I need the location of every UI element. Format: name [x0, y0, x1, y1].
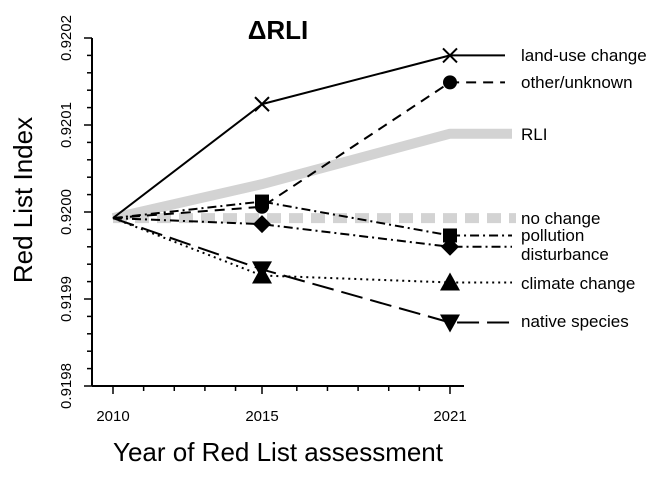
- other-unknown-marker: [443, 75, 457, 90]
- series-line-disturbance: [112, 217, 512, 248]
- series-native-species: [112, 217, 512, 333]
- x-ticks: 2010 2015 2021: [96, 386, 467, 425]
- series-line-other-unknown: [112, 81, 505, 220]
- series-label-climate-change: climate change: [521, 274, 635, 293]
- series-label-other-unknown: other/unknown: [521, 73, 633, 92]
- series-line-climate-change: [112, 217, 512, 284]
- series-line-land-use-change: [112, 54, 505, 219]
- y-tick-label: 0.9200: [58, 189, 75, 235]
- series-label-disturbance: disturbance: [521, 245, 609, 264]
- y-tick-label: 0.9198: [58, 363, 75, 409]
- climate-change-marker: [440, 272, 460, 291]
- y-ticks: 0.9198 0.9199 0.9200 0.9201 0.9202: [58, 15, 92, 409]
- series-label-land-use-change: land-use change: [521, 46, 647, 65]
- land-use-change-marker: [442, 47, 458, 64]
- disturbance-marker: [253, 215, 271, 234]
- x-tick-label: 2010: [96, 408, 129, 425]
- series-disturbance: [112, 215, 512, 256]
- y-tick-label: 0.9199: [58, 276, 75, 322]
- chart-title: ΔRLI: [248, 15, 309, 45]
- native-species-marker: [440, 314, 460, 333]
- disturbance-marker: [441, 237, 459, 256]
- series-line-native-species: [112, 217, 512, 324]
- y-tick-label: 0.9202: [58, 15, 75, 61]
- series-label-native-species: native species: [521, 312, 629, 331]
- series-label-pollution: pollution: [521, 226, 584, 245]
- series-rli: [111, 128, 512, 223]
- series-label-rli: RLI: [521, 125, 547, 144]
- series-label-no-change: no change: [521, 209, 600, 228]
- pollution-marker: [443, 228, 457, 243]
- native-species-marker: [252, 261, 272, 280]
- y-tick-label: 0.9201: [58, 102, 75, 148]
- series-group: [111, 47, 516, 333]
- series-line-rli: [111, 128, 512, 223]
- series-pollution: [112, 194, 512, 243]
- x-tick-label: 2015: [245, 408, 278, 425]
- x-tick-label: 2021: [433, 408, 466, 425]
- x-axis-label: Year of Red List assessment: [113, 437, 444, 467]
- y-axis-label: Red List Index: [8, 117, 38, 283]
- pollution-marker: [255, 194, 269, 209]
- series-other-unknown: [112, 75, 505, 220]
- series-land-use-change: [112, 47, 505, 219]
- series-labels: RLI no change land-use change other/unknown…: [521, 46, 647, 331]
- land-use-change-marker: [254, 96, 270, 112]
